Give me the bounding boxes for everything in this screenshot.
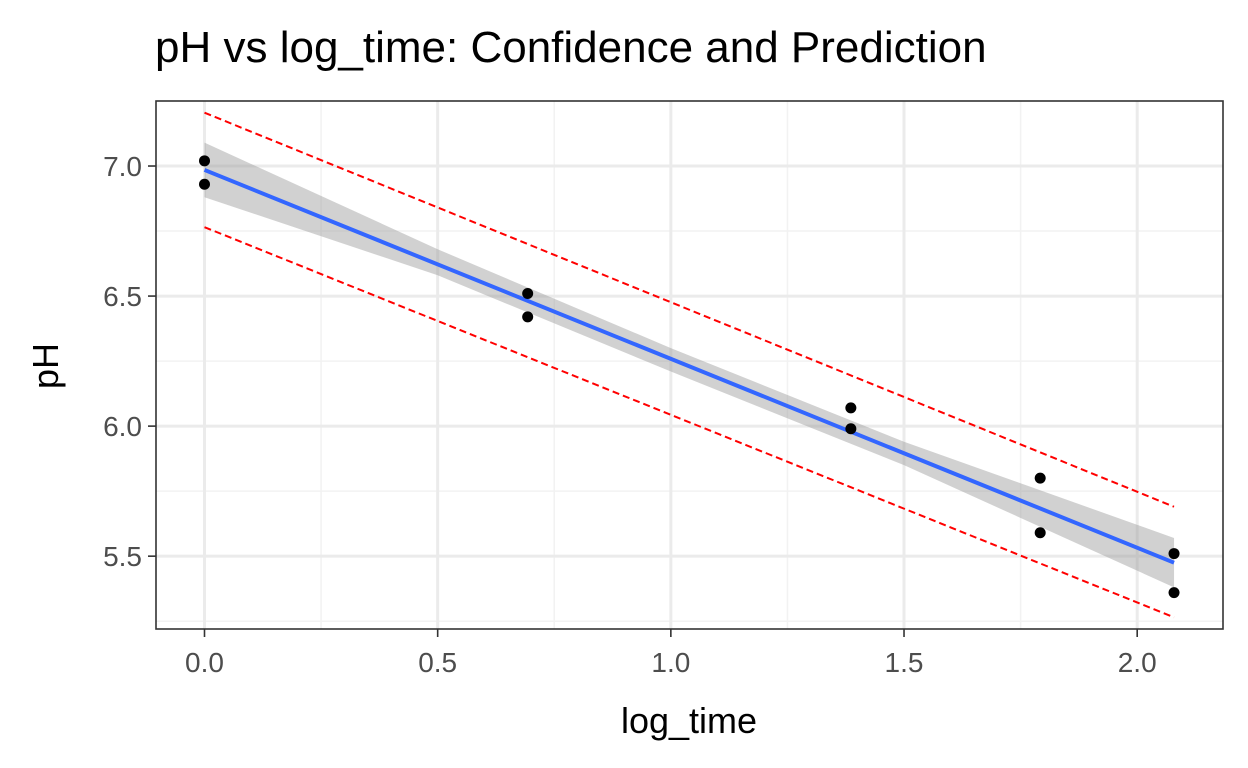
x-tick-label: 1.5 bbox=[885, 647, 924, 678]
data-point bbox=[1168, 587, 1180, 599]
x-tick-label: 2.0 bbox=[1118, 647, 1157, 678]
y-axis-title: pH bbox=[25, 343, 66, 389]
data-point bbox=[1168, 548, 1180, 560]
y-tick-label: 6.5 bbox=[103, 281, 142, 312]
chart-title: pH vs log_time: Confidence and Predictio… bbox=[155, 23, 987, 72]
data-point bbox=[1034, 472, 1046, 484]
data-point bbox=[1034, 527, 1046, 539]
x-axis: 0.0 0.5 1.0 1.5 2.0 bbox=[185, 629, 1157, 678]
data-point bbox=[845, 423, 857, 435]
y-axis: 5.5 6.0 6.5 7.0 bbox=[103, 151, 156, 572]
data-point bbox=[522, 311, 534, 323]
prediction-band bbox=[204, 111, 1175, 619]
grid-minor bbox=[156, 101, 1223, 629]
data-point bbox=[522, 287, 534, 299]
y-tick-label: 7.0 bbox=[103, 151, 142, 182]
data-point bbox=[845, 402, 857, 414]
grid-major bbox=[156, 101, 1223, 629]
data-points bbox=[199, 155, 1180, 599]
x-tick-label: 0.5 bbox=[418, 647, 457, 678]
data-point bbox=[199, 178, 210, 190]
fit-line bbox=[203, 168, 1175, 565]
y-tick-label: 6.0 bbox=[103, 411, 142, 442]
prediction-upper-line bbox=[204, 111, 1175, 508]
x-tick-label: 1.0 bbox=[651, 647, 690, 678]
prediction-lower-line bbox=[204, 226, 1175, 619]
y-tick-label: 5.5 bbox=[103, 541, 142, 572]
x-axis-title: log_time bbox=[621, 700, 757, 741]
data-point bbox=[199, 155, 210, 167]
fit-line-group bbox=[203, 168, 1175, 565]
x-tick-label: 0.0 bbox=[185, 647, 224, 678]
panel-border bbox=[155, 100, 1224, 630]
